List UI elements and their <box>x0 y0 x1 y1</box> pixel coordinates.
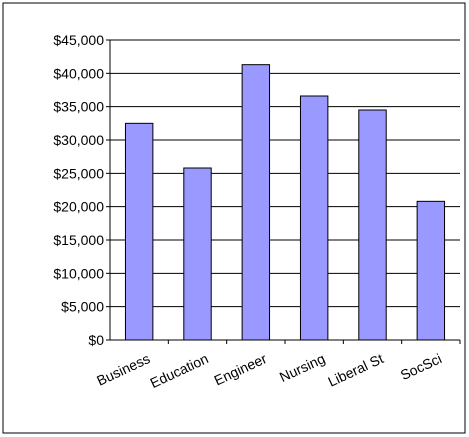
bar-education <box>183 167 212 341</box>
y-tick-labels: $0 $5,000 $10,000 $15,000 $20,000 $25,000 $30,… <box>53 32 110 348</box>
y-tick-label: $5,000 <box>61 299 104 315</box>
bar-business <box>124 122 154 341</box>
y-tick-label: $20,000 <box>53 199 104 215</box>
y-tick-label: $0 <box>88 332 104 348</box>
bar-socsci <box>416 200 446 341</box>
y-tick-label: $15,000 <box>53 232 104 248</box>
y-tick-label: $30,000 <box>53 132 104 148</box>
y-tick-label: $40,000 <box>53 65 104 81</box>
chart-border <box>2 2 466 434</box>
bar-liberal-st <box>358 109 387 341</box>
y-tick-label: $10,000 <box>53 265 104 281</box>
y-tick-label: $25,000 <box>53 165 104 181</box>
y-tick-label: $35,000 <box>53 99 104 115</box>
bars <box>124 64 446 341</box>
bar-nursing <box>299 95 329 341</box>
y-tick-label: $45,000 <box>53 32 104 48</box>
gridlines <box>110 39 460 308</box>
bar-engineer <box>241 64 271 341</box>
